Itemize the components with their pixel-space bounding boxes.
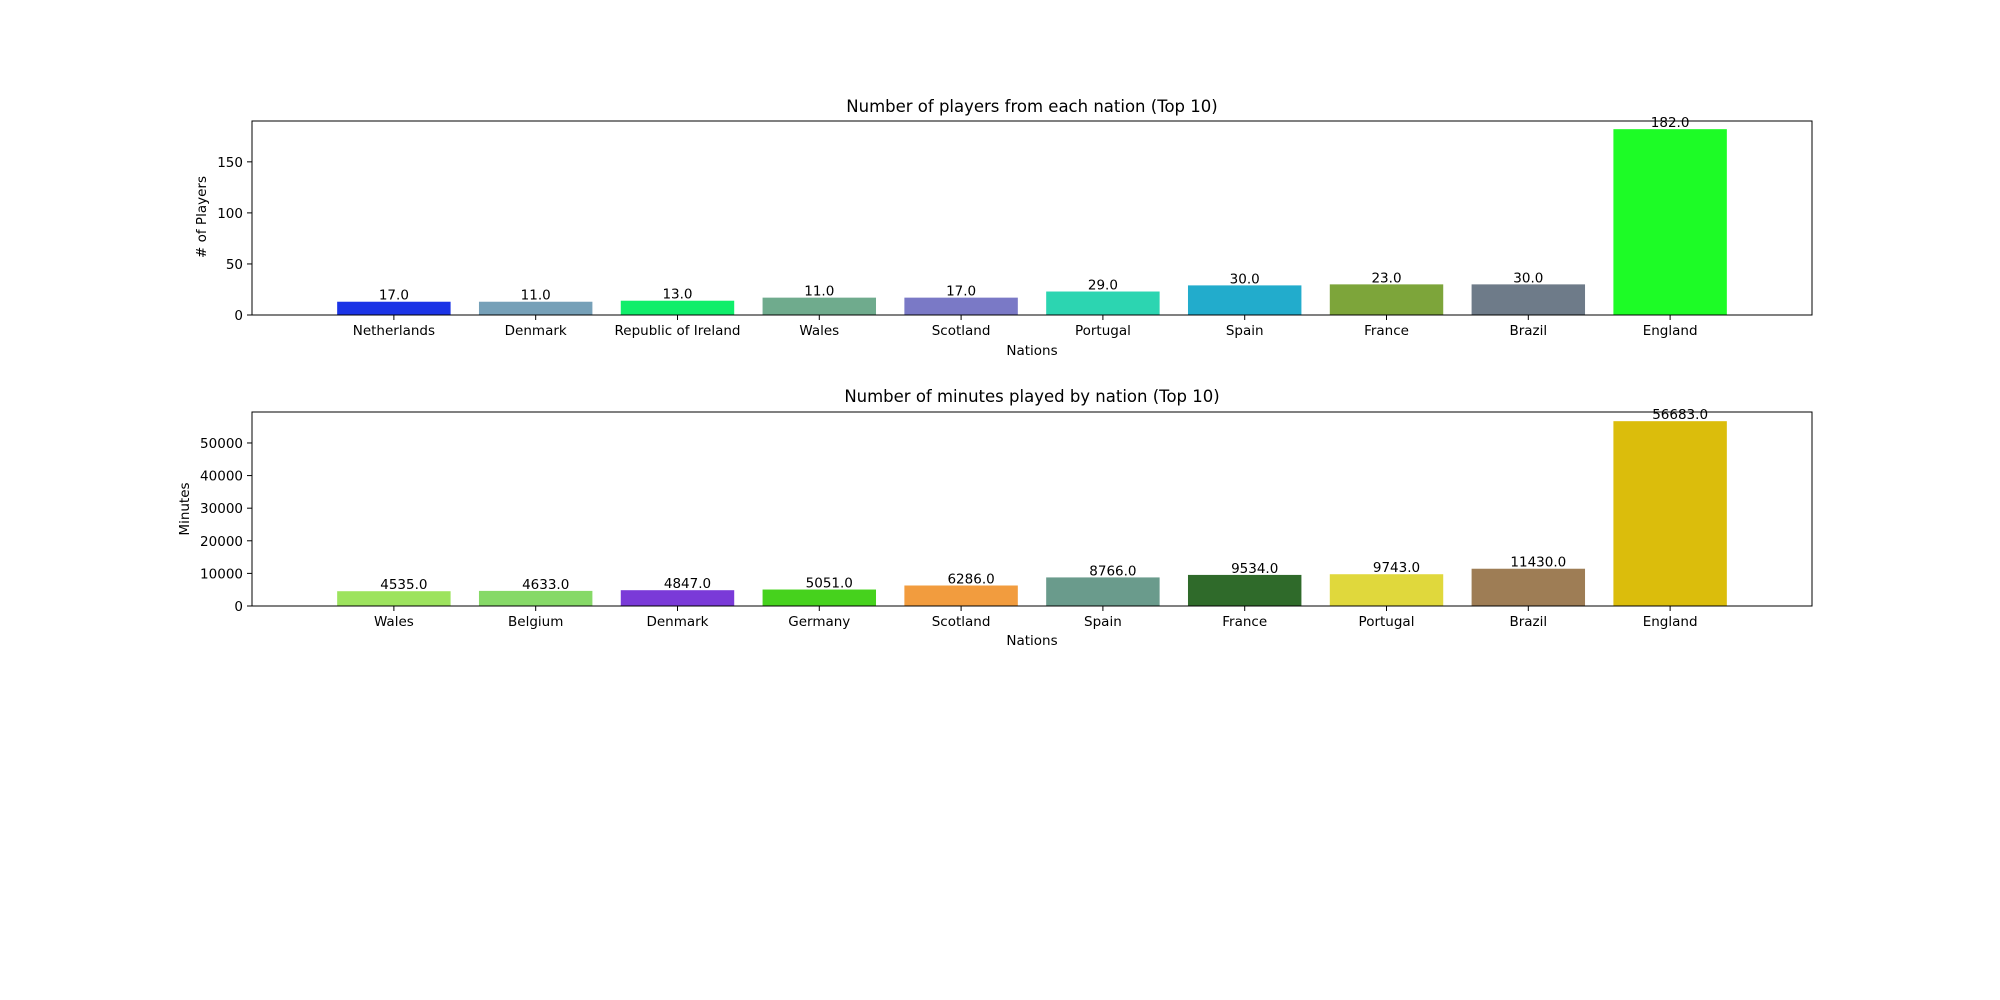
x-tick-label: Denmark (505, 323, 567, 339)
y-tick-label: 0 (234, 599, 243, 615)
x-tick-label: Spain (1084, 614, 1122, 630)
data-labels: 4535.0 4633.0 4847.0 5051.0 6286.0 8766.0 9534… (380, 407, 1708, 593)
y-tick-label: 0 (234, 308, 243, 324)
x-tick-label: Portugal (1359, 614, 1415, 630)
y-tick-label: 100 (217, 206, 243, 222)
bar-denmark (478, 301, 593, 315)
bar-germany (762, 589, 877, 606)
bar-spain (1046, 577, 1160, 606)
data-label: 182.0 (1651, 115, 1690, 131)
y-tick-label: 50 (226, 257, 243, 273)
x-tick-label: Portugal (1075, 323, 1131, 339)
data-label: 30.0 (1513, 270, 1543, 286)
y-ticks: 0 10000 20000 30000 40000 50000 (200, 436, 252, 615)
data-label: 6286.0 (947, 572, 994, 588)
x-tick-label: England (1643, 614, 1698, 630)
data-label: 8766.0 (1089, 563, 1136, 579)
y-axis-label: Minutes (177, 482, 193, 535)
x-axis-label: Nations (1006, 343, 1057, 359)
data-label: 4535.0 (380, 577, 427, 593)
bar-england (1613, 421, 1727, 606)
x-tick-label: Belgium (508, 614, 563, 630)
data-label: 4847.0 (664, 576, 711, 592)
data-label: 30.0 (1230, 271, 1260, 287)
plot-frame (251, 411, 1813, 607)
data-label: 17.0 (946, 284, 976, 300)
data-label: 56683.0 (1652, 407, 1708, 423)
data-label: 9743.0 (1373, 560, 1420, 576)
bar-spain (1187, 285, 1302, 315)
data-label: 5051.0 (806, 576, 853, 592)
data-label: 17.0 (379, 288, 409, 304)
bar-wales (337, 591, 451, 606)
x-tick-label: Spain (1226, 323, 1264, 339)
x-ticks: Netherlands Denmark Republic of Ireland Wal… (353, 315, 1698, 339)
x-tick-label: France (1364, 323, 1409, 339)
y-tick-label: 50000 (200, 436, 243, 452)
chart-title: Number of minutes played by nation (Top … (844, 387, 1219, 406)
x-tick-label: England (1643, 323, 1698, 339)
bar-wales (762, 297, 877, 315)
plot-frame (251, 120, 1813, 316)
bar-brazil (1471, 568, 1586, 606)
data-label: 11.0 (804, 284, 834, 300)
bar-france (1187, 574, 1302, 606)
y-tick-label: 10000 (200, 566, 243, 582)
x-tick-label: Germany (788, 614, 850, 630)
data-label: 4633.0 (522, 577, 569, 593)
y-tick-label: 150 (217, 155, 243, 171)
x-tick-label: Wales (799, 323, 839, 339)
bar-brazil (1471, 284, 1586, 315)
data-label: 13.0 (662, 287, 692, 303)
bar-denmark (620, 590, 735, 606)
bar-netherlands (337, 301, 451, 315)
bars (337, 129, 1727, 315)
bar-portugal (1329, 574, 1444, 606)
bars (337, 421, 1727, 606)
y-tick-label: 30000 (200, 501, 243, 517)
bar-republic-of-ireland (620, 300, 735, 315)
y-tick-label: 20000 (200, 534, 243, 550)
bar-belgium (478, 590, 593, 606)
minutes-chart: Number of minutes played by nation (Top … (177, 387, 1813, 649)
data-label: 23.0 (1371, 270, 1401, 286)
bar-scotland (904, 585, 1018, 606)
y-ticks: 0 50 100 150 (217, 155, 252, 324)
data-label: 9534.0 (1231, 561, 1278, 577)
data-label: 11430.0 (1510, 555, 1566, 571)
x-ticks: Wales Belgium Denmark Germany Scotland Spain F… (374, 606, 1698, 630)
bar-portugal (1046, 291, 1160, 315)
x-tick-label: Scotland (932, 614, 991, 630)
y-axis-label: # of Players (194, 176, 210, 258)
x-tick-label: Netherlands (353, 323, 435, 339)
bar-france (1329, 284, 1444, 315)
bar-england (1613, 129, 1727, 315)
chart-title: Number of players from each nation (Top … (846, 97, 1217, 116)
players-chart: Number of players from each nation (Top … (194, 97, 1813, 359)
x-tick-label: Wales (374, 614, 414, 630)
x-axis-label: Nations (1006, 633, 1057, 649)
x-tick-label: Denmark (646, 614, 708, 630)
x-tick-label: Brazil (1509, 614, 1547, 630)
x-tick-label: Brazil (1509, 323, 1547, 339)
y-tick-label: 40000 (200, 469, 243, 485)
x-tick-label: Scotland (932, 323, 991, 339)
data-label: 29.0 (1088, 278, 1118, 294)
data-labels: 17.0 11.0 13.0 11.0 17.0 29.0 30.0 23.0 30.0 182.… (379, 115, 1690, 304)
bar-scotland (904, 297, 1018, 315)
data-label: 11.0 (521, 288, 551, 304)
x-tick-label: France (1222, 614, 1267, 630)
x-tick-label: Republic of Ireland (614, 323, 740, 339)
